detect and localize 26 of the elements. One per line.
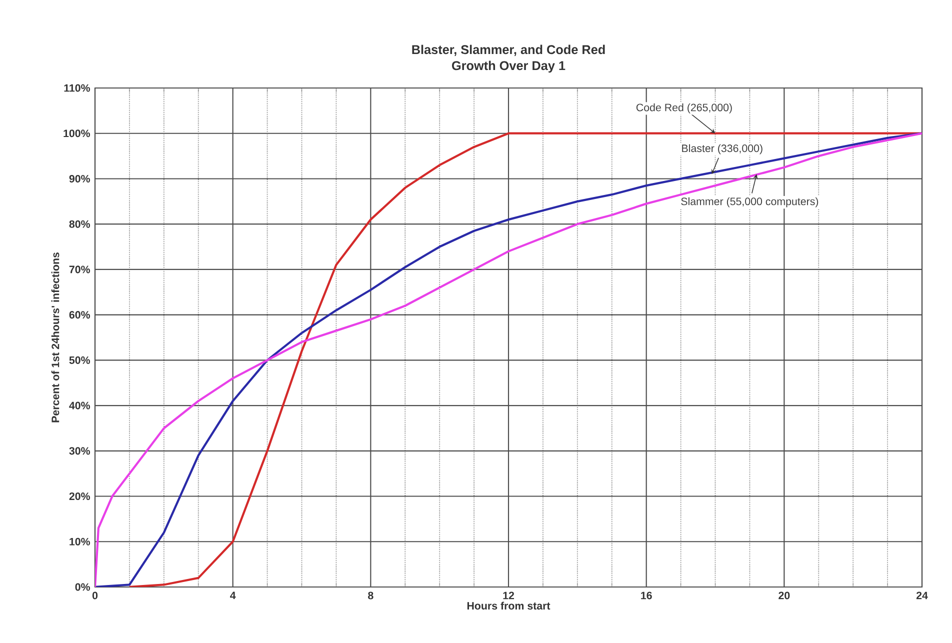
y-tick-label: 30% (69, 447, 90, 455)
y-tick-label: 50% (69, 356, 90, 364)
x-tick-label: 24 (916, 592, 928, 600)
annotation: Code Red (265,000) (636, 103, 732, 114)
annotation: Blaster (336,000) (682, 144, 762, 154)
chart-title: Blaster, Slammer, and Code Red (412, 44, 605, 56)
y-tick-label: 70% (69, 266, 90, 274)
x-tick-label: 8 (368, 592, 374, 600)
y-tick-label: 0% (75, 583, 90, 591)
y-tick-label: 20% (69, 492, 90, 500)
x-tick-label: 12 (503, 592, 514, 600)
x-tick-label: 16 (641, 592, 652, 600)
x-tick-label: 20 (778, 592, 790, 600)
x-tick-label: 0 (92, 592, 98, 600)
y-tick-label: 90% (69, 174, 90, 182)
y-tick-label: 100% (64, 130, 90, 138)
annotation: Slammer (55,000 computers) (681, 197, 818, 208)
y-tick-label: 80% (69, 220, 90, 228)
y-tick-label: 60% (69, 311, 90, 319)
y-tick-label: 110% (64, 84, 90, 92)
y-tick-label: 40% (69, 402, 90, 410)
y-tick-label: 10% (70, 538, 90, 546)
y-axis-title: Percent of 1st 24hours' infections (51, 252, 60, 422)
chart-subtitle: Growth Over Day 1 (452, 60, 566, 73)
x-axis-title: Hours from start (467, 602, 550, 610)
x-tick-label: 4 (230, 592, 236, 600)
